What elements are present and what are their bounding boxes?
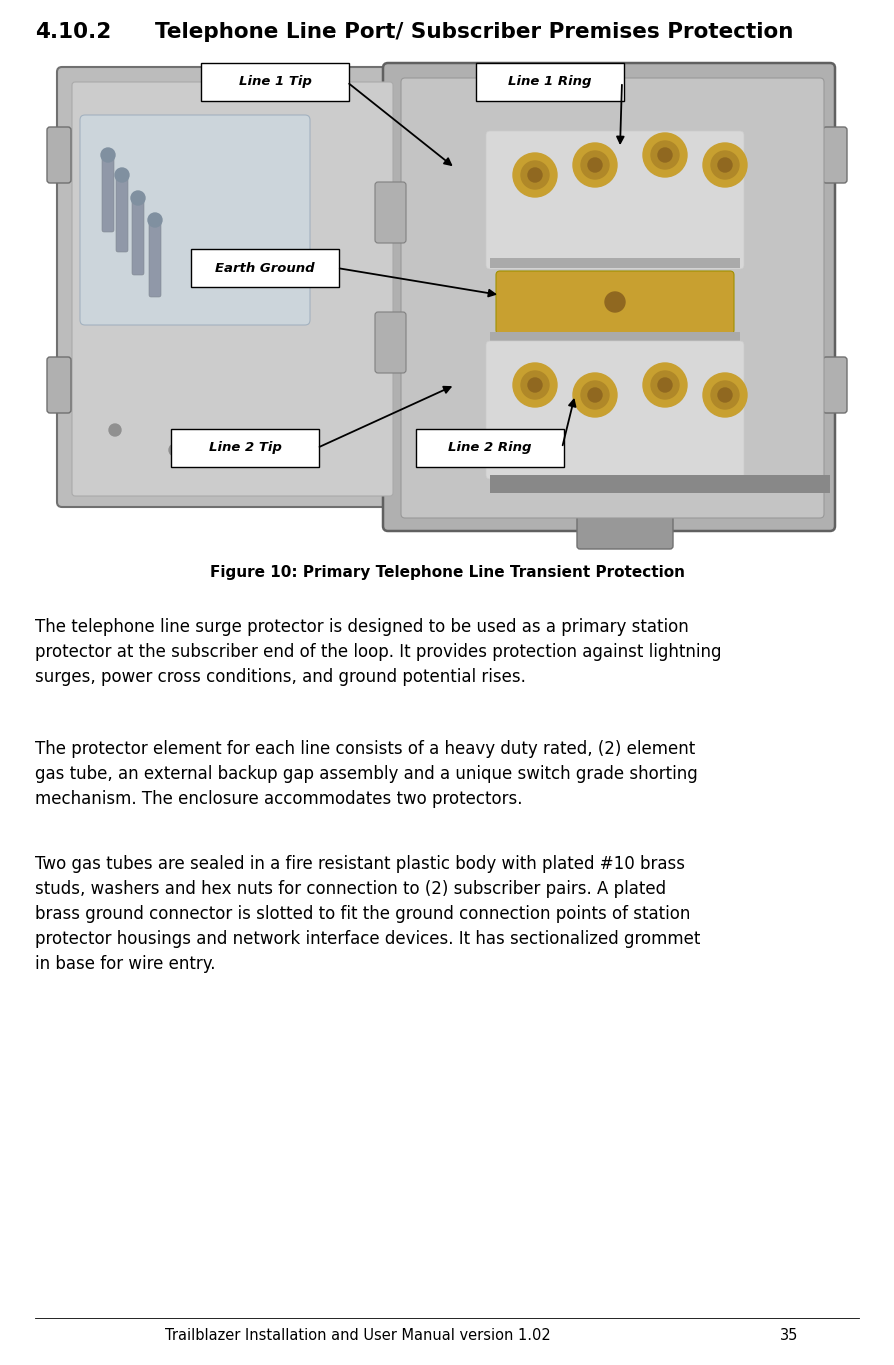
Circle shape: [718, 158, 732, 172]
FancyBboxPatch shape: [149, 218, 161, 298]
FancyBboxPatch shape: [72, 82, 393, 495]
Text: Line 2 Tip: Line 2 Tip: [208, 441, 282, 455]
Circle shape: [651, 141, 679, 169]
FancyBboxPatch shape: [80, 115, 310, 325]
FancyBboxPatch shape: [375, 313, 406, 373]
Circle shape: [588, 158, 602, 172]
Circle shape: [131, 191, 145, 205]
Text: Figure 10: Primary Telephone Line Transient Protection: Figure 10: Primary Telephone Line Transi…: [209, 565, 685, 580]
Circle shape: [521, 371, 549, 399]
Bar: [490, 332, 740, 343]
Circle shape: [169, 444, 181, 456]
FancyBboxPatch shape: [375, 182, 406, 243]
Text: Two gas tubes are sealed in a fire resistant plastic body with plated #10 brass
: Two gas tubes are sealed in a fire resis…: [35, 854, 700, 973]
Circle shape: [573, 373, 617, 416]
Circle shape: [521, 161, 549, 188]
Circle shape: [148, 213, 162, 227]
Text: Earth Ground: Earth Ground: [215, 262, 315, 274]
Circle shape: [651, 371, 679, 399]
FancyBboxPatch shape: [116, 173, 128, 253]
Circle shape: [643, 132, 687, 177]
Circle shape: [703, 143, 747, 187]
Circle shape: [588, 388, 602, 403]
FancyBboxPatch shape: [191, 248, 339, 287]
Circle shape: [528, 168, 542, 182]
FancyBboxPatch shape: [416, 429, 564, 467]
FancyBboxPatch shape: [823, 358, 847, 414]
Text: The telephone line surge protector is designed to be used as a primary station
p: The telephone line surge protector is de…: [35, 618, 721, 687]
Circle shape: [711, 381, 739, 410]
Circle shape: [109, 425, 121, 435]
Circle shape: [711, 152, 739, 179]
FancyBboxPatch shape: [171, 429, 319, 467]
FancyBboxPatch shape: [47, 127, 71, 183]
Text: 4.10.2: 4.10.2: [35, 22, 111, 42]
FancyBboxPatch shape: [476, 63, 624, 101]
Circle shape: [658, 378, 672, 392]
Circle shape: [595, 283, 635, 322]
FancyBboxPatch shape: [47, 358, 71, 414]
Circle shape: [605, 292, 625, 313]
Circle shape: [581, 152, 609, 179]
FancyBboxPatch shape: [401, 78, 824, 517]
Text: Line 1 Ring: Line 1 Ring: [509, 75, 592, 89]
Circle shape: [658, 147, 672, 162]
Bar: [490, 258, 740, 268]
FancyBboxPatch shape: [57, 67, 407, 506]
Bar: [55, 60, 840, 530]
Circle shape: [718, 388, 732, 403]
FancyBboxPatch shape: [132, 197, 144, 274]
Text: Line 2 Ring: Line 2 Ring: [448, 441, 532, 455]
FancyBboxPatch shape: [486, 131, 744, 269]
Text: The protector element for each line consists of a heavy duty rated, (2) element
: The protector element for each line cons…: [35, 740, 697, 808]
Circle shape: [513, 153, 557, 197]
Circle shape: [528, 378, 542, 392]
Circle shape: [581, 381, 609, 410]
Bar: [490, 475, 830, 493]
FancyBboxPatch shape: [201, 63, 349, 101]
Circle shape: [573, 143, 617, 187]
Text: 35: 35: [780, 1328, 798, 1343]
FancyBboxPatch shape: [486, 341, 744, 479]
Text: Telephone Line Port/ Subscriber Premises Protection: Telephone Line Port/ Subscriber Premises…: [155, 22, 793, 42]
Circle shape: [643, 363, 687, 407]
Circle shape: [513, 363, 557, 407]
FancyBboxPatch shape: [823, 127, 847, 183]
FancyBboxPatch shape: [496, 272, 734, 334]
Circle shape: [101, 147, 115, 162]
FancyBboxPatch shape: [383, 63, 835, 531]
Text: Line 1 Tip: Line 1 Tip: [239, 75, 311, 89]
Text: Trailblazer Installation and User Manual version 1.02: Trailblazer Installation and User Manual…: [165, 1328, 551, 1343]
FancyBboxPatch shape: [577, 515, 673, 549]
FancyBboxPatch shape: [102, 153, 114, 232]
Circle shape: [115, 168, 129, 182]
Circle shape: [703, 373, 747, 416]
